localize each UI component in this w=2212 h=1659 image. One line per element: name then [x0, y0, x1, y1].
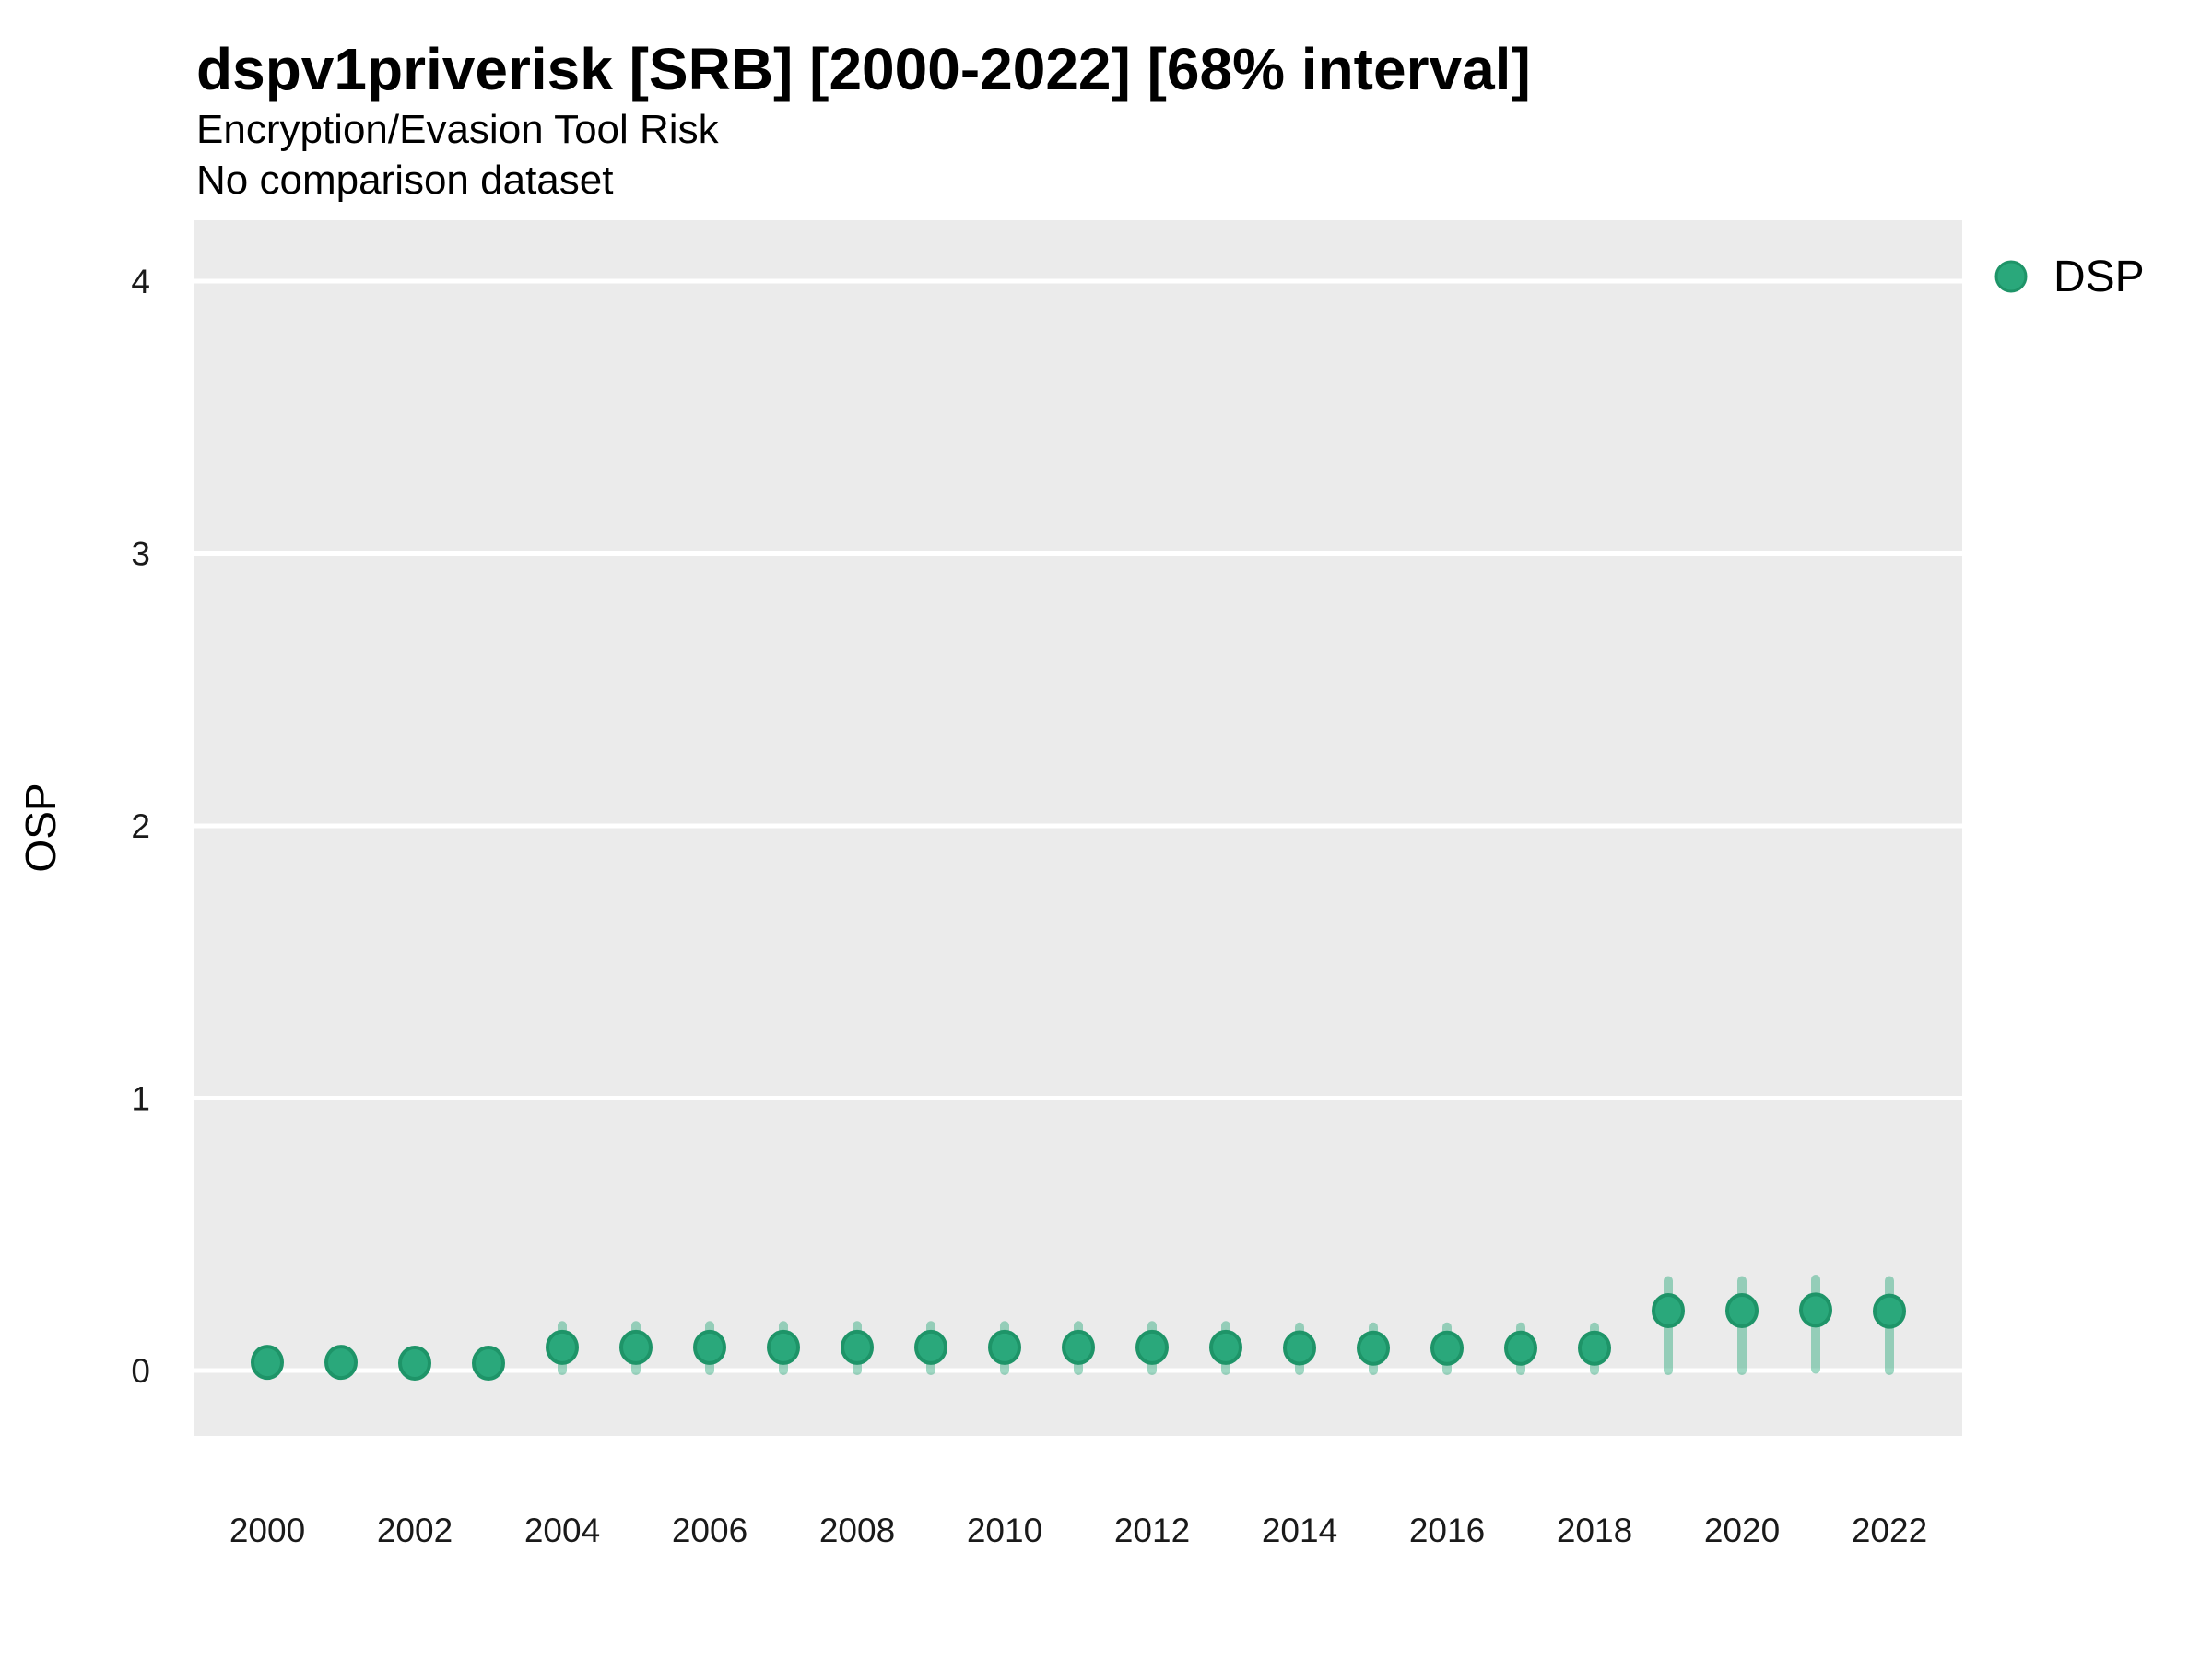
data-point-2020	[1725, 1292, 1759, 1328]
y-tick-label: 0	[131, 1352, 150, 1390]
x-tick-label: 2006	[672, 1512, 747, 1549]
y-tick-label: 1	[131, 1080, 150, 1118]
x-tick-label: 2002	[377, 1512, 453, 1549]
x-tick-label: 2004	[524, 1512, 600, 1549]
y-tick-label: 3	[131, 535, 150, 573]
x-tick-label: 2020	[1704, 1512, 1780, 1549]
data-point-2003	[472, 1346, 505, 1382]
plot-subtitle-line2: No comparison dataset	[196, 158, 614, 203]
data-point-2004	[546, 1329, 579, 1365]
x-tick-label: 2010	[967, 1512, 1042, 1549]
data-point-2015	[1357, 1330, 1390, 1366]
data-points-group	[251, 1292, 1906, 1382]
x-tick-label: 2008	[819, 1512, 895, 1549]
legend-key-dot	[1994, 260, 2028, 293]
data-point-2005	[619, 1329, 653, 1365]
data-point-2006	[693, 1329, 726, 1365]
data-point-2008	[841, 1329, 874, 1365]
data-point-2000	[251, 1345, 284, 1381]
data-point-2009	[914, 1329, 947, 1365]
data-point-2014	[1283, 1330, 1316, 1366]
x-tick-label: 2022	[1852, 1512, 1927, 1549]
plot-subtitle: Encryption/Evasion Tool Risk	[196, 107, 719, 152]
x-tick-label: 2016	[1409, 1512, 1485, 1549]
data-point-2016	[1430, 1330, 1464, 1366]
data-point-2012	[1135, 1329, 1169, 1365]
y-axis-title: OSP	[17, 782, 65, 872]
legend-label: DSP	[2053, 253, 2145, 301]
data-point-2001	[324, 1345, 358, 1381]
x-tick-label: 2014	[1262, 1512, 1337, 1549]
data-point-2010	[988, 1329, 1021, 1365]
data-point-2011	[1062, 1329, 1095, 1365]
data-point-2022	[1873, 1293, 1906, 1329]
x-tick-label: 2018	[1557, 1512, 1632, 1549]
data-point-2017	[1504, 1330, 1537, 1366]
data-point-2021	[1799, 1292, 1832, 1328]
plot-title: dspv1priverisk [SRB] [2000-2022] [68% in…	[196, 36, 1531, 102]
data-point-2019	[1652, 1292, 1685, 1328]
legend: DSP	[1994, 253, 2145, 301]
data-point-2007	[767, 1329, 800, 1365]
x-tick-label: 2012	[1114, 1512, 1190, 1549]
data-point-2018	[1578, 1330, 1611, 1366]
y-tick-label: 4	[131, 263, 150, 300]
data-point-2013	[1209, 1329, 1242, 1365]
x-tick-label: 2000	[229, 1512, 305, 1549]
data-point-2002	[398, 1346, 431, 1382]
y-tick-label: 2	[131, 807, 150, 845]
